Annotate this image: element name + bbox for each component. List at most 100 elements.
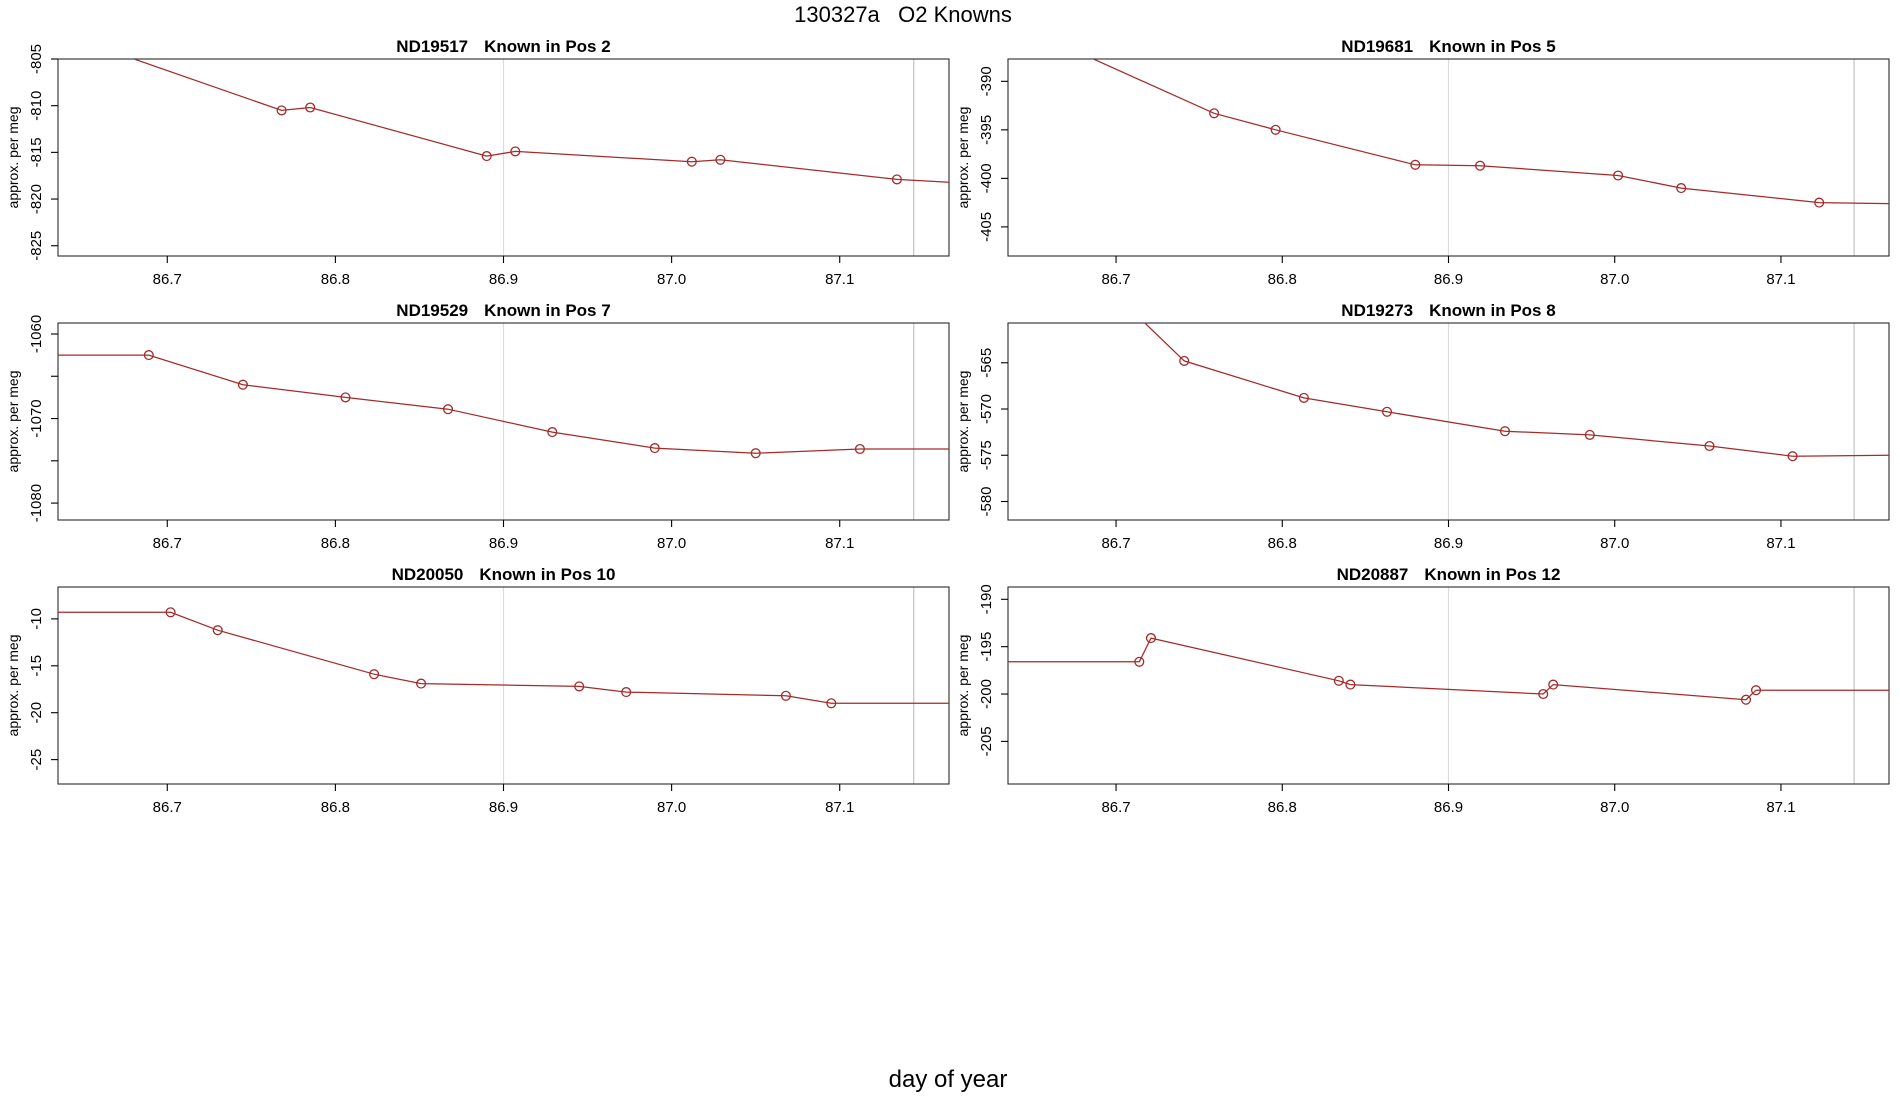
data-point-marker: [143, 350, 154, 361]
data-point-marker: [1548, 679, 1559, 690]
x-tick-label: 86.7: [153, 535, 182, 552]
x-tick-label: 87.0: [1600, 799, 1629, 816]
subplot-title: ND19273 Known in Pos 8: [1341, 301, 1555, 320]
data-point-marker: [237, 379, 248, 390]
y-tick-label: -575: [978, 440, 995, 470]
data-point-marker: [1538, 688, 1549, 700]
data-series: [58, 350, 949, 459]
data-series: [58, 607, 949, 709]
x-tick-label: 86.8: [1268, 799, 1297, 816]
data-point-marker: [715, 154, 726, 165]
data-point-marker: [1676, 183, 1687, 194]
subplot-title: ND20050 Known in Pos 10: [392, 565, 616, 584]
x-tick-label: 86.9: [489, 271, 518, 288]
x-tick-label: 87.0: [657, 799, 686, 816]
y-tick-label: -810: [28, 91, 45, 121]
y-tick-label: -565: [978, 348, 995, 378]
x-tick-label: 87.1: [825, 271, 854, 288]
x-tick-label: 87.0: [1600, 271, 1629, 288]
y-tick-label: -205: [978, 726, 995, 756]
data-point-marker: [1410, 159, 1421, 170]
data-point-marker: [1209, 108, 1220, 119]
data-point-marker: [442, 404, 454, 415]
data-point-marker: [547, 427, 558, 438]
data-point-marker: [1750, 685, 1762, 696]
data-point-marker: [1814, 197, 1825, 208]
y-tick-label: -15: [28, 655, 45, 677]
figure-title: 130327a O2 Knowns: [794, 2, 1012, 27]
y-axis-label: approx. per meg: [5, 107, 21, 209]
y-tick-label: -570: [978, 394, 995, 424]
data-line: [58, 611, 949, 704]
data-point-marker: [1787, 451, 1798, 462]
y-tick-label: -200: [978, 679, 995, 709]
y-tick-label: -195: [978, 632, 995, 662]
subplot-ND19517: ND19517 Known in Pos 2 86.7 86.8 86.9 87.0 87.…: [5, 37, 950, 288]
y-tick-label: -395: [978, 115, 995, 145]
y-tick-label: -390: [978, 66, 995, 96]
data-point-marker: [1740, 694, 1752, 705]
data-line: [1143, 323, 1889, 457]
data-series: [132, 59, 949, 185]
x-tick-label: 86.9: [489, 799, 518, 816]
subplot-title: ND19529 Known in Pos 7: [396, 301, 610, 320]
x-tick-label: 87.0: [657, 271, 686, 288]
data-point-marker: [891, 174, 902, 185]
data-point-marker: [1613, 170, 1624, 181]
subplot-ND19529: ND19529 Known in Pos 7 86.7 86.8 86.9 87.0 87.…: [5, 301, 950, 552]
y-tick-label: -1080: [28, 484, 45, 522]
data-point-marker: [340, 392, 351, 403]
data-point-marker: [165, 607, 176, 618]
subplot-ND19273: ND19273 Known in Pos 8 86.7 86.8 86.9 87.0 87.…: [955, 301, 1890, 552]
y-tick-label: -400: [978, 163, 995, 193]
data-point-marker: [1179, 355, 1190, 366]
data-point-marker: [276, 105, 287, 116]
y-axis-label: approx. per meg: [955, 635, 971, 737]
y-tick-label: -815: [28, 137, 45, 167]
x-tick-label: 86.8: [321, 271, 350, 288]
y-tick-label: -1070: [28, 399, 45, 437]
subplot-title: ND19681 Known in Pos 5: [1341, 37, 1555, 56]
y-tick-label: -25: [28, 749, 45, 771]
data-point-marker: [510, 146, 521, 157]
y-axis-label: approx. per meg: [955, 371, 971, 473]
y-tick-label: -1060: [28, 315, 45, 353]
x-tick-label: 86.7: [1101, 271, 1130, 288]
data-point-marker: [621, 687, 632, 698]
y-tick-label: -10: [28, 608, 45, 630]
data-point-marker: [212, 625, 223, 636]
subplot-title: ND20887 Known in Pos 12: [1337, 565, 1561, 584]
data-line: [1008, 637, 1889, 701]
data-point-marker: [1475, 160, 1486, 171]
data-point-marker: [1270, 124, 1281, 135]
y-axis-label: approx. per meg: [955, 107, 971, 209]
x-tick-label: 86.7: [1101, 535, 1130, 552]
data-point-marker: [1704, 440, 1715, 452]
x-tick-label: 87.0: [1600, 535, 1629, 552]
subplot-ND19681: ND19681 Known in Pos 5 86.7 86.8 86.9 87.0 87.…: [955, 37, 1890, 288]
data-line: [132, 59, 949, 183]
y-tick-label: -20: [28, 702, 45, 724]
x-tick-label: 86.8: [1268, 271, 1297, 288]
data-point-marker: [1333, 675, 1344, 686]
x-tick-label: 87.1: [825, 535, 854, 552]
x-tick-label: 87.1: [1766, 535, 1795, 552]
data-point-marker: [750, 448, 761, 459]
data-point-marker: [305, 102, 316, 113]
subplot-ND20050: ND20050 Known in Pos 10 86.7 86.8 86.9 87.0 87…: [5, 565, 950, 816]
data-point-marker: [854, 443, 865, 455]
y-axis-label: approx. per meg: [5, 635, 21, 737]
subplot-ND20887: ND20887 Known in Pos 12 86.7 86.8 86.9 87.0 87…: [955, 565, 1890, 816]
y-tick-label: -805: [28, 44, 45, 74]
data-point-marker: [481, 151, 492, 162]
x-tick-label: 87.0: [657, 535, 686, 552]
x-axis-figure-label: day of year: [888, 1066, 1008, 1093]
x-tick-label: 87.1: [1766, 799, 1795, 816]
x-tick-label: 87.1: [1766, 271, 1795, 288]
x-tick-label: 86.7: [1101, 799, 1130, 816]
subplot-title: ND19517 Known in Pos 2: [396, 37, 610, 56]
data-line: [1091, 59, 1889, 205]
data-point-marker: [1499, 426, 1511, 437]
